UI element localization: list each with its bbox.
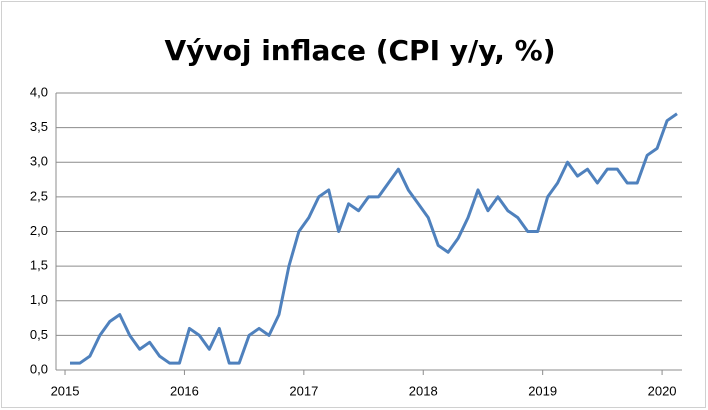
x-tick-label: 2017 bbox=[289, 383, 318, 398]
y-tick-label: 2,5 bbox=[30, 188, 48, 203]
y-tick-label: 4,0 bbox=[30, 84, 48, 99]
chart-title: Vývoj inflace (CPI y/y, %) bbox=[164, 34, 555, 67]
y-tick-label: 3,5 bbox=[30, 119, 48, 134]
y-tick-label: 3,0 bbox=[30, 154, 48, 169]
x-tick-label: 2016 bbox=[170, 383, 199, 398]
x-tick-label: 2019 bbox=[528, 383, 557, 398]
y-tick-label: 2,0 bbox=[30, 223, 48, 238]
y-tick-label: 0,5 bbox=[30, 327, 48, 342]
x-tick-label: 2018 bbox=[409, 383, 438, 398]
y-tick-label: 1,0 bbox=[30, 292, 48, 307]
data-line bbox=[70, 112, 678, 365]
y-tick-label: 0,0 bbox=[30, 361, 48, 376]
x-tick-label: 2020 bbox=[648, 383, 677, 398]
x-tick-label: 2015 bbox=[51, 383, 80, 398]
y-tick-label: 1,5 bbox=[30, 258, 48, 273]
